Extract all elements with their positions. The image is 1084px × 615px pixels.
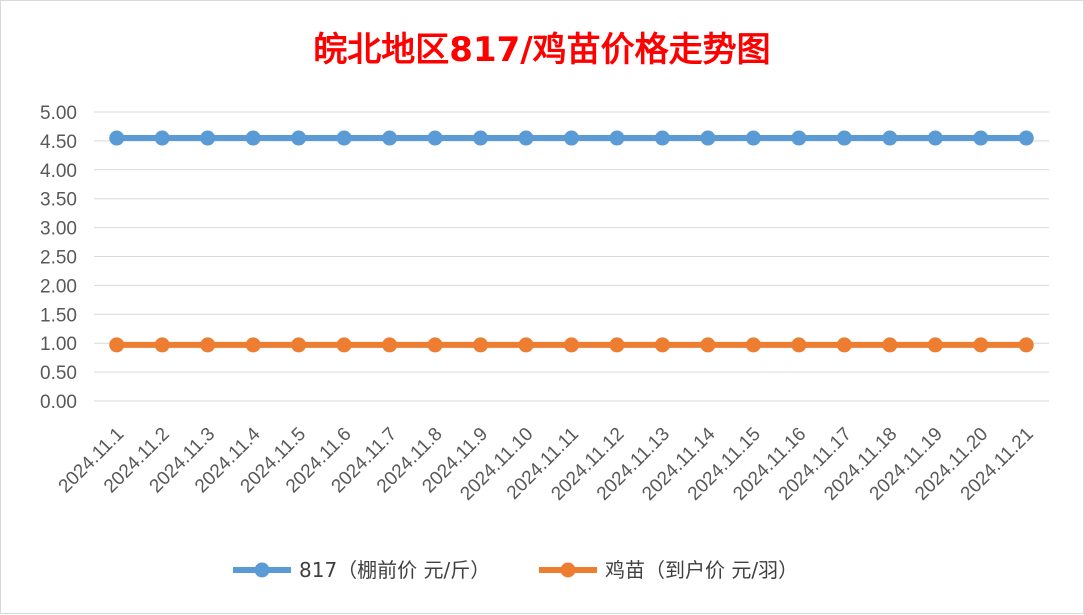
y-tick-label: 5.00 xyxy=(40,103,77,124)
data-point xyxy=(882,130,898,146)
data-point xyxy=(1018,130,1034,146)
legend-label-817: 817（棚前价 元/斤） xyxy=(299,558,490,582)
data-point xyxy=(927,337,943,353)
data-point xyxy=(791,130,807,146)
legend-marker-dot-817 xyxy=(254,562,270,578)
y-tick-label: 1.50 xyxy=(40,305,77,326)
data-point xyxy=(518,130,534,146)
data-point xyxy=(336,337,352,353)
data-point xyxy=(745,337,761,353)
data-point xyxy=(109,337,125,353)
data-point xyxy=(382,337,398,353)
data-point xyxy=(473,130,489,146)
data-point xyxy=(473,337,489,353)
data-point xyxy=(654,337,670,353)
gridlines xyxy=(94,111,1049,402)
data-point xyxy=(700,130,716,146)
data-point xyxy=(200,130,216,146)
y-tick-label: 4.50 xyxy=(40,132,77,153)
y-tick-label: 0.00 xyxy=(40,392,77,413)
data-point xyxy=(245,130,261,146)
data-point xyxy=(427,130,443,146)
data-point xyxy=(745,130,761,146)
y-axis-tick-labels: 0.00 0.50 1.00 1.50 2.00 2.50 3.00 3.50 4.00 4.50… xyxy=(40,103,77,413)
data-point xyxy=(973,130,989,146)
legend-label-chick: 鸡苗（到户价 元/羽） xyxy=(605,558,798,582)
series-lines xyxy=(109,130,1034,353)
legend: 817（棚前价 元/斤） 鸡苗（到户价 元/羽） xyxy=(233,558,798,582)
data-point xyxy=(291,337,307,353)
legend-marker-dot-chick xyxy=(560,562,576,578)
data-point xyxy=(154,130,170,146)
data-point xyxy=(427,337,443,353)
y-tick-label: 2.50 xyxy=(40,248,77,269)
data-point xyxy=(791,337,807,353)
data-point xyxy=(609,130,625,146)
data-point xyxy=(609,337,625,353)
data-point xyxy=(200,337,216,353)
data-point xyxy=(245,337,261,353)
data-point xyxy=(564,337,579,353)
data-point xyxy=(836,130,852,146)
data-point xyxy=(154,337,170,353)
y-tick-label: 4.00 xyxy=(40,161,77,182)
data-point xyxy=(564,130,579,146)
y-tick-label: 3.00 xyxy=(40,219,77,240)
data-point xyxy=(336,130,352,146)
y-tick-label: 2.00 xyxy=(40,276,77,297)
data-point xyxy=(382,130,398,146)
data-point xyxy=(654,130,670,146)
data-point xyxy=(973,337,989,353)
y-tick-label: 3.50 xyxy=(40,190,77,211)
chart-title: 皖北地区817/鸡苗价格走势图 xyxy=(313,30,770,70)
data-point xyxy=(518,337,534,353)
y-tick-label: 1.00 xyxy=(40,334,77,355)
data-point xyxy=(291,130,307,146)
data-point xyxy=(836,337,852,353)
data-point xyxy=(927,130,943,146)
data-point xyxy=(700,337,716,353)
x-axis-tick-labels: 2024.11.12024.11.22024.11.32024.11.42024… xyxy=(55,423,1038,504)
data-point xyxy=(109,130,125,146)
data-point xyxy=(1018,337,1034,353)
y-tick-label: 0.50 xyxy=(40,363,77,384)
data-point xyxy=(882,337,898,353)
